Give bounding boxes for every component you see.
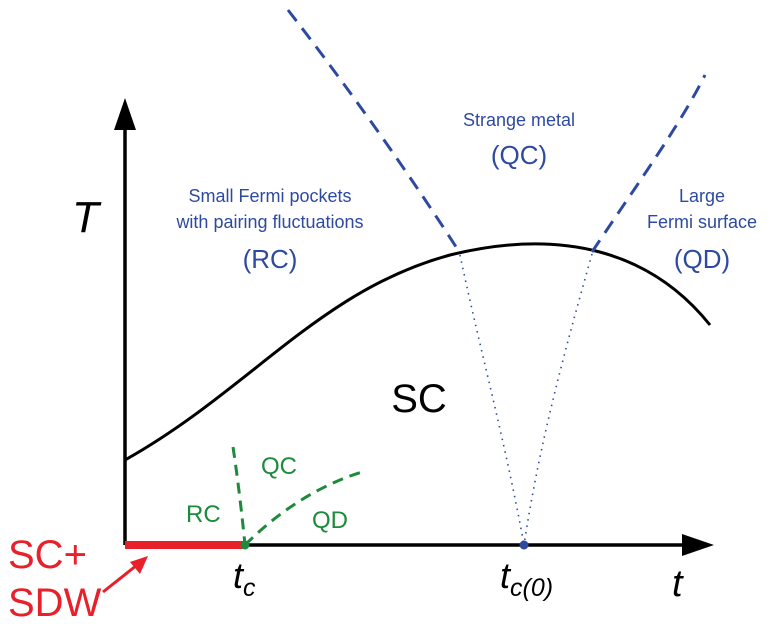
- qd-region-tag: (QD): [674, 244, 730, 274]
- crossover-dotted-left: [459, 254, 525, 546]
- sc-region-label: SC: [391, 377, 447, 421]
- rc-region-line1: Small Fermi pockets: [188, 186, 351, 206]
- sc-dome-boundary: [124, 242, 712, 462]
- sc-sdw-arrow-shaft: [102, 563, 138, 594]
- inset-qc-label: QC: [261, 453, 297, 480]
- qc-region-tag: (QC): [491, 140, 547, 170]
- crossover-dotted-right: [523, 253, 593, 546]
- tc-tick-label: tc: [233, 555, 256, 602]
- qd-region-line1: Large: [679, 186, 725, 206]
- sc-sdw-arrowhead: [130, 556, 148, 574]
- tc-point: [240, 540, 250, 550]
- inset-qd-label: QD: [312, 507, 348, 534]
- sc-sdw-label-line1: SC+: [8, 533, 87, 577]
- tc0-point: [519, 540, 529, 550]
- y-axis-label: T: [72, 193, 102, 242]
- y-axis-arrowhead: [114, 98, 136, 130]
- rc-region-tag: (RC): [243, 244, 298, 274]
- inset-rc-label: RC: [186, 501, 221, 528]
- rc-region-line2: with pairing fluctuations: [175, 212, 363, 232]
- inset-line-vertical: [231, 446, 247, 546]
- x-axis-arrowhead: [682, 534, 714, 556]
- qd-region-line2: Fermi surface: [647, 212, 757, 232]
- crossover-line-right: [590, 74, 707, 253]
- crossover-line-left: [286, 9, 462, 254]
- tc0-tick-label: tc(0): [500, 555, 553, 602]
- qc-region-line1: Strange metal: [463, 110, 575, 130]
- sc-sdw-label-line2: SDW: [8, 581, 102, 624]
- x-axis-label: t: [672, 563, 684, 605]
